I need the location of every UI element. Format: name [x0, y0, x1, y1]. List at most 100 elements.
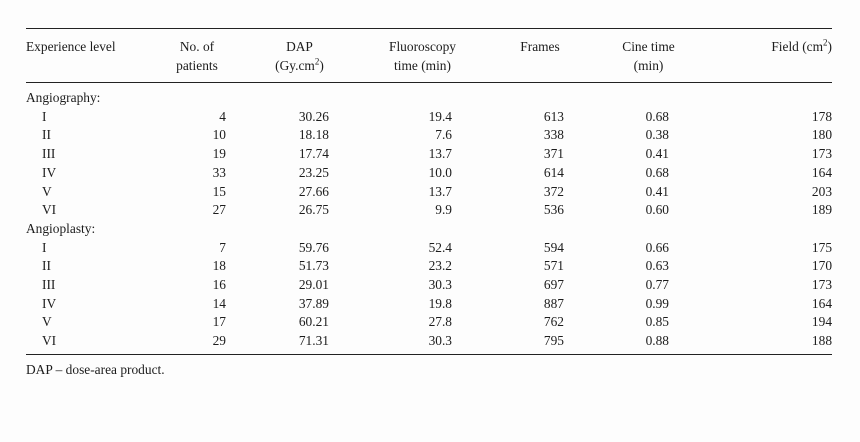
fluoro-cell: 13.7	[428, 146, 452, 162]
patients-cell: 19	[212, 146, 226, 162]
group-label: Angiography:	[26, 90, 101, 105]
dap-cell: 71.31	[298, 333, 329, 349]
table-row: V 17 60.21 27.8 762 0.85 194	[26, 313, 832, 332]
field-cell: 175	[811, 239, 833, 255]
table-row: II 18 51.73 23.2 571 0.63 170	[26, 257, 832, 276]
frames-cell: 372	[543, 183, 564, 199]
data-table-container: Experience level No. of patients DAP (Gy…	[26, 28, 832, 355]
table-bottom-rule	[26, 353, 832, 355]
table-row: VI 29 71.31 30.3 795 0.88 188	[26, 332, 832, 351]
cine-cell: 0.68	[645, 164, 669, 180]
field-cell: 170	[811, 258, 833, 274]
table-row: I 7 59.76 52.4 594 0.66 175	[26, 239, 832, 258]
dap-cell: 29.01	[298, 277, 329, 293]
dap-cell: 23.25	[298, 164, 329, 180]
table-row: II 10 18.18 7.6 338 0.38 180	[26, 126, 832, 145]
patients-cell: 33	[212, 164, 226, 180]
frames-cell: 795	[543, 333, 564, 349]
cine-cell: 0.63	[645, 258, 669, 274]
field-cell: 180	[811, 127, 833, 143]
experience-level-cell: II	[42, 258, 51, 274]
patients-cell: 18	[212, 258, 226, 274]
cine-cell: 0.99	[645, 295, 669, 311]
fluoro-cell: 27.8	[428, 314, 452, 330]
experience-level-cell: III	[42, 277, 56, 293]
cine-cell: 0.38	[645, 127, 669, 143]
dap-cell: 27.66	[298, 183, 329, 199]
fluoro-cell: 10.0	[428, 164, 452, 180]
experience-dose-table-body: Angiography: I 4 30.26 19.4 613 0.68 178 II 10 18.…	[26, 89, 832, 351]
frames-cell: 697	[543, 277, 564, 293]
dap-cell: 30.26	[298, 108, 329, 124]
header-dap-line1: DAP	[286, 39, 313, 54]
experience-level-cell: IV	[42, 164, 57, 180]
dap-cell: 17.74	[298, 146, 329, 162]
table-top-rule	[26, 28, 832, 29]
patients-cell: 17	[212, 314, 226, 330]
experience-level-cell: I	[42, 108, 47, 124]
patients-cell: 4	[219, 108, 226, 124]
header-patients-line2: patients	[176, 58, 218, 73]
header-cine-line2: (min)	[633, 58, 664, 73]
dap-cell: 51.73	[298, 258, 329, 274]
table-header-rule	[26, 82, 832, 83]
fluoro-cell: 52.4	[428, 239, 452, 255]
header-experience-level: Experience level	[26, 39, 116, 54]
frames-cell: 614	[543, 164, 564, 180]
frames-cell: 338	[543, 127, 564, 143]
field-cell: 164	[811, 295, 833, 311]
header-dap-line2: (Gy.cm2)	[275, 56, 324, 73]
field-cell: 178	[811, 108, 833, 124]
dap-cell: 18.18	[298, 127, 329, 143]
cine-cell: 0.88	[645, 333, 669, 349]
experience-level-cell: I	[42, 239, 47, 255]
dap-cell: 26.75	[298, 202, 329, 218]
cine-cell: 0.66	[645, 239, 669, 255]
cine-cell: 0.60	[645, 202, 669, 218]
patients-cell: 16	[212, 277, 226, 293]
frames-cell: 371	[543, 146, 564, 162]
experience-level-cell: III	[42, 146, 56, 162]
fluoro-cell: 7.6	[435, 127, 452, 143]
field-cell: 194	[811, 314, 833, 330]
table-row: I 4 30.26 19.4 613 0.68 178	[26, 108, 832, 127]
header-dap: DAP (Gy.cm2)	[238, 37, 361, 75]
fluoro-cell: 13.7	[428, 183, 452, 199]
fluoro-cell: 9.9	[435, 202, 452, 218]
group-row: Angiography:	[26, 89, 832, 108]
frames-cell: 887	[543, 295, 564, 311]
cine-cell: 0.85	[645, 314, 669, 330]
dap-cell: 60.21	[298, 314, 329, 330]
patients-cell: 29	[212, 333, 226, 349]
header-field: Field (cm2)	[771, 37, 832, 54]
table-body: Angiography: I 4 30.26 19.4 613 0.68 178 II 10 18.…	[26, 89, 832, 351]
dap-cell: 37.89	[298, 295, 329, 311]
header-cine-line1: Cine time	[622, 39, 675, 54]
cine-cell: 0.68	[645, 108, 669, 124]
experience-level-cell: IV	[42, 295, 57, 311]
patients-cell: 15	[212, 183, 226, 199]
field-cell: 173	[811, 146, 833, 162]
table-row: VI 27 26.75 9.9 536 0.60 189	[26, 201, 832, 220]
experience-level-cell: II	[42, 127, 51, 143]
field-cell: 173	[811, 277, 833, 293]
header-patients: No. of patients	[156, 37, 238, 75]
cine-cell: 0.41	[645, 146, 669, 162]
fluoro-cell: 30.3	[428, 333, 452, 349]
table-row: V 15 27.66 13.7 372 0.41 203	[26, 183, 832, 202]
cine-cell: 0.41	[645, 183, 669, 199]
patients-cell: 14	[212, 295, 226, 311]
frames-cell: 762	[543, 314, 564, 330]
fluoro-cell: 19.4	[428, 108, 452, 124]
table-row: IV 14 37.89 19.8 887 0.99 164	[26, 295, 832, 314]
header-fluoro-line2: time (min)	[394, 58, 451, 73]
experience-level-cell: VI	[42, 202, 57, 218]
field-cell: 188	[811, 333, 833, 349]
table-row: III 19 17.74 13.7 371 0.41 173	[26, 145, 832, 164]
frames-cell: 536	[543, 202, 564, 218]
experience-level-cell: V	[42, 314, 52, 330]
header-patients-line1: No. of	[179, 39, 215, 54]
experience-dose-table: Experience level No. of patients DAP (Gy…	[26, 37, 832, 75]
fluoro-cell: 19.8	[428, 295, 452, 311]
header-fluoro-line1: Fluoroscopy	[389, 39, 456, 54]
